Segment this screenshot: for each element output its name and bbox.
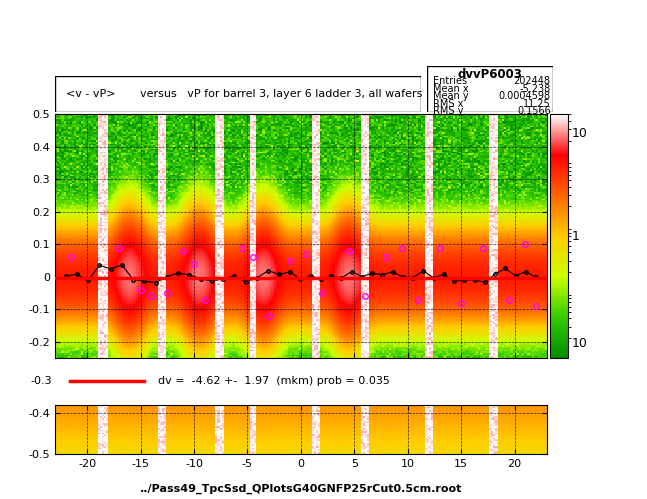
Text: Mean y: Mean y	[433, 91, 469, 101]
Text: 0.1566: 0.1566	[517, 106, 551, 116]
Text: Entries: Entries	[433, 76, 467, 86]
Text: 10: 10	[571, 337, 587, 350]
Text: <v - vP>       versus   vP for barrel 3, layer 6 ladder 3, all wafers: <v - vP> versus vP for barrel 3, layer 6…	[66, 89, 422, 99]
Text: 0.0004598: 0.0004598	[499, 91, 551, 101]
Text: dv =  -4.62 +-  1.97  (mkm) prob = 0.035: dv = -4.62 +- 1.97 (mkm) prob = 0.035	[159, 376, 390, 386]
Text: RMS y: RMS y	[433, 106, 464, 116]
Text: 11.25: 11.25	[523, 99, 551, 109]
Text: Mean x: Mean x	[433, 84, 469, 94]
Text: RMS x: RMS x	[433, 99, 464, 109]
Text: -5.238: -5.238	[520, 84, 551, 94]
Text: 1: 1	[571, 230, 579, 243]
Text: 202448: 202448	[514, 76, 551, 86]
Text: -0.3: -0.3	[30, 376, 52, 386]
Text: 10: 10	[571, 127, 587, 140]
Text: ../Pass49_TpcSsd_QPlotsG40GNFP25rCut0.5cm.root: ../Pass49_TpcSsd_QPlotsG40GNFP25rCut0.5c…	[140, 484, 462, 494]
Text: dvvP6003: dvvP6003	[457, 68, 523, 81]
